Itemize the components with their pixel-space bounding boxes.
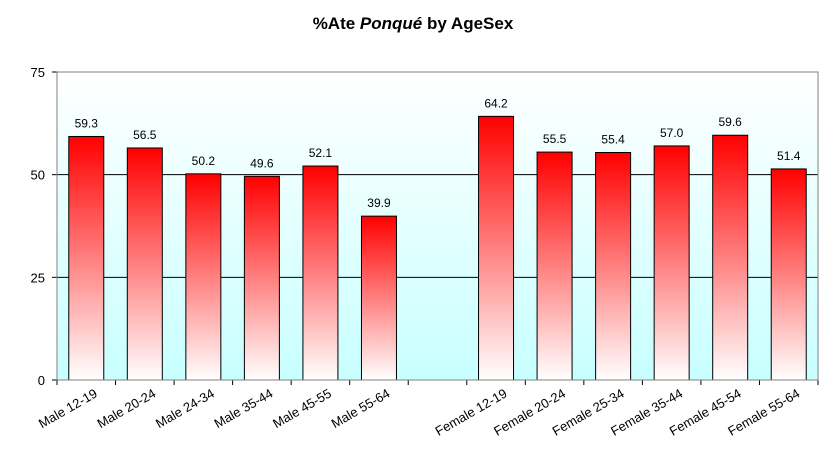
data-label: 55.4: [601, 132, 625, 146]
data-label: 39.9: [367, 196, 391, 210]
y-tick-label: 75: [31, 65, 45, 80]
data-label: 59.6: [719, 115, 743, 129]
x-tick-label: Male 12-19: [36, 386, 100, 432]
bar: [770, 168, 807, 381]
chart-title-prefix: %Ate: [312, 14, 360, 33]
plot-area: [57, 72, 818, 380]
y-tick-label: 25: [31, 270, 45, 285]
bar: [243, 175, 280, 381]
y-tick-label: 50: [31, 168, 45, 183]
bar: [302, 165, 339, 381]
x-tick-label: Male 55-64: [329, 386, 393, 432]
bar: [68, 135, 105, 381]
bar: [126, 147, 163, 381]
x-tick-label: Male 45-55: [270, 386, 334, 432]
x-tick-label: Male 24-34: [153, 386, 217, 432]
bar: [185, 173, 222, 381]
x-tick-label: Male 20-24: [94, 386, 158, 432]
bar: [595, 151, 632, 381]
bar: [712, 134, 749, 381]
data-label: 64.2: [484, 96, 508, 110]
data-label: 56.5: [133, 128, 157, 142]
bar: [536, 151, 573, 381]
data-label: 52.1: [309, 146, 333, 160]
axes: [52, 71, 819, 385]
data-label: 57.0: [660, 126, 684, 140]
data-label: 51.4: [777, 149, 801, 163]
chart-title: %Ate Ponqué by AgeSex: [0, 14, 826, 34]
chart-title-emphasis: Ponqué: [359, 14, 423, 33]
data-label: 50.2: [192, 154, 216, 168]
plot-border: [56, 71, 819, 381]
bar: [653, 145, 690, 381]
chart-title-suffix: by AgeSex: [422, 14, 514, 33]
bars: [68, 115, 807, 381]
data-label: 49.6: [250, 156, 274, 170]
data-label: 59.3: [75, 116, 99, 130]
y-tick-label: 0: [38, 373, 45, 388]
bar: [478, 115, 515, 381]
x-tick-label: Male 35-44: [212, 386, 276, 432]
data-label: 55.5: [543, 132, 567, 146]
bar: [360, 215, 397, 381]
